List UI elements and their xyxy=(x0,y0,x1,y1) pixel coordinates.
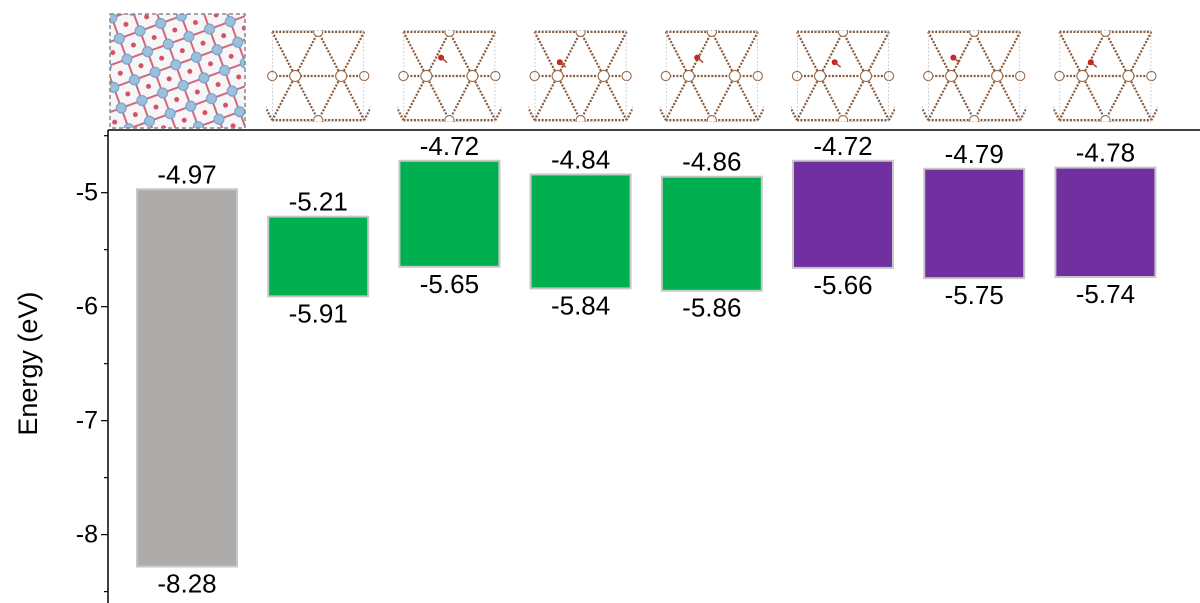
graphyne-lattice-icon xyxy=(528,30,633,122)
energy-bar xyxy=(1054,166,1157,279)
bar-bottom-label: -5.86 xyxy=(682,293,741,323)
energy-bar xyxy=(136,188,238,568)
bar-top-label: -5.21 xyxy=(289,187,348,217)
bar-bottom-label: -5.66 xyxy=(813,270,872,300)
y-tick-label: -5 xyxy=(76,179,98,207)
energy-bar xyxy=(529,173,632,290)
bar-top-label: -4.84 xyxy=(551,144,610,174)
slab-structure-icon xyxy=(109,13,246,129)
bar-bottom-label: -5.84 xyxy=(551,290,610,320)
y-tick-label: -8 xyxy=(76,521,98,549)
energy-bar xyxy=(267,215,370,298)
bar-top-label: -4.72 xyxy=(420,131,479,161)
bar-top-label: -4.97 xyxy=(157,159,216,189)
y-tick-label: -6 xyxy=(76,293,98,321)
bar-top-label: -4.79 xyxy=(945,139,1004,169)
bar-bottom-label: -5.91 xyxy=(289,298,348,328)
energy-bar xyxy=(923,167,1026,280)
graphyne-lattice-icon xyxy=(791,30,895,122)
bar-bottom-label: -5.75 xyxy=(945,280,1004,310)
bar-top-label: -4.72 xyxy=(813,131,872,161)
energy-bar xyxy=(792,159,894,269)
graphyne-lattice-icon xyxy=(397,30,502,122)
y-tick-label: -7 xyxy=(76,407,98,435)
bar-top-label: -4.86 xyxy=(682,147,741,177)
graphyne-lattice-icon xyxy=(922,30,1027,122)
bar-bottom-label: -8.28 xyxy=(157,569,216,599)
energy-bar xyxy=(398,159,501,268)
bar-bottom-label: -5.74 xyxy=(1076,279,1135,309)
energy-bar xyxy=(660,175,763,292)
graphyne-lattice-icon xyxy=(659,30,764,122)
graphyne-lattice-icon xyxy=(266,30,371,122)
bar-bottom-label: -5.65 xyxy=(420,269,479,299)
bar-top-label: -4.78 xyxy=(1076,138,1135,168)
y-axis-title: Energy (eV) xyxy=(13,292,43,436)
graphyne-lattice-icon xyxy=(1053,30,1158,122)
